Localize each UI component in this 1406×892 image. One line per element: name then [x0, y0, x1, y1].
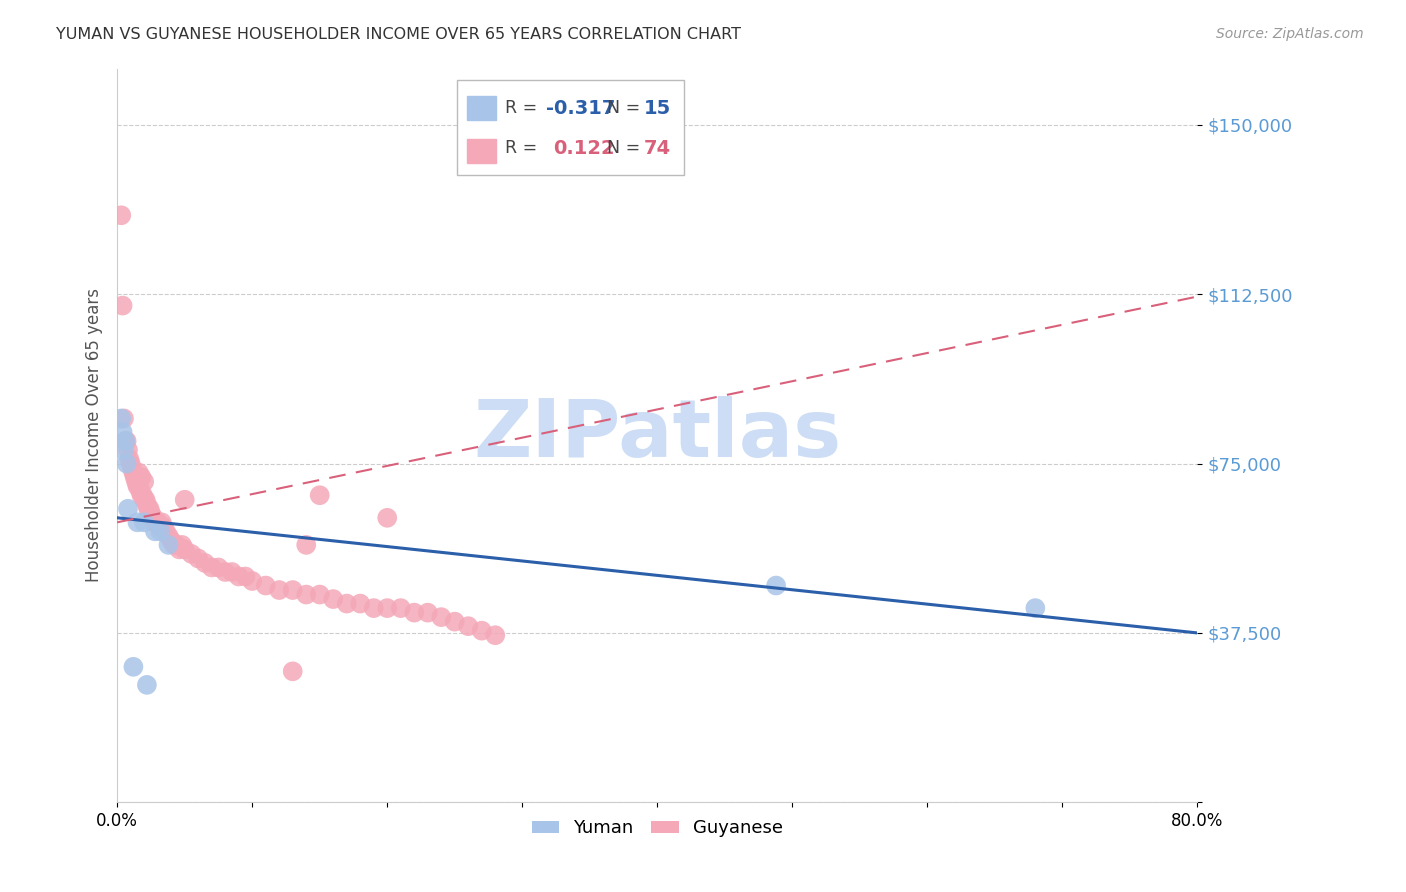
Point — [180, 547, 202, 561]
Point — [135, 497, 157, 511]
Point — [375, 510, 398, 524]
Point — [132, 488, 155, 502]
Point — [375, 601, 398, 615]
Point — [308, 588, 330, 602]
Point — [114, 434, 136, 448]
Point — [1024, 601, 1046, 615]
Point — [201, 560, 224, 574]
Point — [157, 529, 180, 543]
Point — [163, 538, 186, 552]
Point — [127, 516, 149, 530]
Point — [134, 516, 156, 530]
Point — [111, 299, 134, 313]
Point — [281, 582, 304, 597]
Point — [112, 411, 135, 425]
Point — [122, 660, 145, 674]
Legend: Yuman, Guyanese: Yuman, Guyanese — [524, 812, 790, 845]
Point — [117, 501, 139, 516]
Point — [146, 516, 169, 530]
Point — [115, 434, 138, 448]
Point — [254, 578, 277, 592]
Point — [170, 538, 193, 552]
Point — [124, 470, 146, 484]
Point — [363, 601, 385, 615]
Point — [214, 565, 236, 579]
Point — [430, 610, 453, 624]
Point — [117, 443, 139, 458]
Point — [120, 457, 142, 471]
Point — [484, 628, 506, 642]
Point — [336, 597, 359, 611]
Point — [111, 425, 134, 439]
Point — [187, 551, 209, 566]
Point — [149, 520, 172, 534]
Point — [169, 542, 191, 557]
Point — [128, 466, 150, 480]
Point — [139, 506, 162, 520]
Point — [240, 574, 263, 588]
Point — [150, 516, 173, 530]
Point — [142, 510, 165, 524]
Point — [173, 492, 195, 507]
Point — [121, 461, 143, 475]
Point — [235, 569, 257, 583]
Point — [128, 479, 150, 493]
Point — [207, 560, 229, 574]
Point — [135, 678, 157, 692]
Y-axis label: Householder Income Over 65 years: Householder Income Over 65 years — [86, 288, 103, 582]
Point — [141, 510, 163, 524]
Point — [404, 606, 426, 620]
Point — [160, 533, 183, 548]
Point — [166, 538, 188, 552]
Point — [281, 665, 304, 679]
Point — [765, 578, 787, 592]
Point — [134, 492, 156, 507]
Point — [118, 452, 141, 467]
Point — [221, 565, 243, 579]
Point — [149, 524, 172, 539]
Point — [125, 475, 148, 489]
Point — [389, 601, 412, 615]
Point — [471, 624, 494, 638]
Point — [416, 606, 439, 620]
Point — [143, 516, 166, 530]
Point — [349, 597, 371, 611]
Point — [155, 524, 177, 539]
Point — [295, 588, 318, 602]
Point — [152, 520, 174, 534]
Point — [131, 488, 153, 502]
Point — [134, 475, 156, 489]
Point — [110, 411, 132, 425]
Point — [114, 434, 136, 448]
Point — [110, 208, 132, 222]
Point — [112, 443, 135, 458]
Point — [443, 615, 465, 629]
Point — [135, 492, 157, 507]
Point — [136, 501, 159, 516]
Point — [295, 538, 318, 552]
Text: YUMAN VS GUYANESE HOUSEHOLDER INCOME OVER 65 YEARS CORRELATION CHART: YUMAN VS GUYANESE HOUSEHOLDER INCOME OVE… — [56, 27, 741, 42]
Point — [269, 582, 291, 597]
Point — [143, 524, 166, 539]
Point — [157, 538, 180, 552]
Point — [127, 479, 149, 493]
Point — [228, 569, 250, 583]
Point — [322, 592, 344, 607]
Point — [194, 556, 217, 570]
Text: Source: ZipAtlas.com: Source: ZipAtlas.com — [1216, 27, 1364, 41]
Point — [173, 542, 195, 557]
Point — [308, 488, 330, 502]
Point — [122, 466, 145, 480]
Point — [457, 619, 479, 633]
Point — [129, 483, 152, 498]
Text: ZIPatlas: ZIPatlas — [474, 396, 841, 475]
Point — [131, 470, 153, 484]
Point — [115, 457, 138, 471]
Point — [138, 501, 160, 516]
